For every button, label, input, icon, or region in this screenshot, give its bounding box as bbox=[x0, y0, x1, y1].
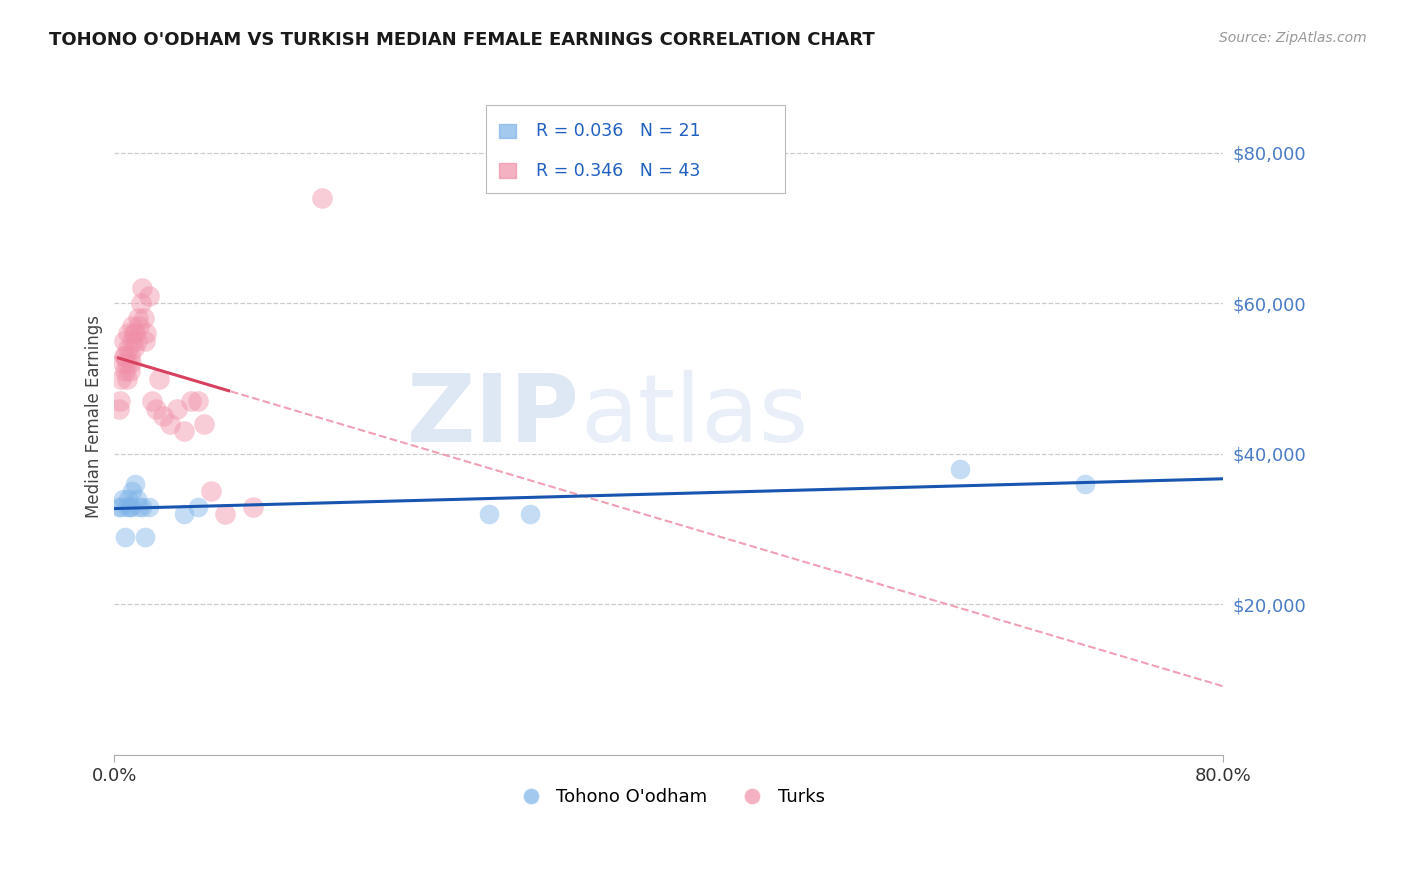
Point bbox=[134, 530, 156, 544]
Point bbox=[115, 371, 138, 385]
Point bbox=[118, 364, 141, 378]
Point bbox=[128, 500, 150, 514]
Point bbox=[145, 401, 167, 416]
Text: R = 0.036   N = 21: R = 0.036 N = 21 bbox=[536, 122, 700, 140]
Point bbox=[519, 507, 541, 521]
Point bbox=[180, 394, 202, 409]
Point bbox=[131, 500, 153, 514]
Point bbox=[200, 484, 222, 499]
Point bbox=[129, 296, 152, 310]
Legend: Tohono O'odham, Turks: Tohono O'odham, Turks bbox=[506, 781, 832, 814]
Point bbox=[159, 417, 181, 431]
Point bbox=[949, 462, 972, 476]
Point bbox=[134, 334, 156, 348]
Point bbox=[117, 326, 139, 341]
Text: atlas: atlas bbox=[581, 370, 808, 462]
Point bbox=[311, 191, 333, 205]
Point bbox=[118, 349, 141, 363]
Point bbox=[1073, 477, 1095, 491]
Point bbox=[128, 318, 150, 333]
Point bbox=[166, 401, 188, 416]
Point bbox=[111, 491, 134, 506]
Point bbox=[141, 394, 163, 409]
Point bbox=[127, 311, 149, 326]
Point bbox=[138, 500, 160, 514]
Point bbox=[114, 364, 136, 378]
Point bbox=[121, 334, 143, 348]
Point bbox=[107, 500, 129, 514]
Point bbox=[107, 401, 129, 416]
Text: TOHONO O'ODHAM VS TURKISH MEDIAN FEMALE EARNINGS CORRELATION CHART: TOHONO O'ODHAM VS TURKISH MEDIAN FEMALE … bbox=[49, 31, 875, 49]
Point bbox=[112, 349, 135, 363]
Point bbox=[118, 500, 141, 514]
Point bbox=[115, 500, 138, 514]
Text: Source: ZipAtlas.com: Source: ZipAtlas.com bbox=[1219, 31, 1367, 45]
Point bbox=[214, 507, 236, 521]
Point bbox=[120, 356, 142, 370]
Point bbox=[110, 371, 132, 385]
Point bbox=[124, 477, 146, 491]
Point bbox=[108, 394, 131, 409]
Point bbox=[242, 500, 264, 514]
Point bbox=[152, 409, 174, 424]
Point bbox=[173, 507, 195, 521]
Point bbox=[135, 326, 157, 341]
Point bbox=[173, 424, 195, 438]
Point bbox=[125, 491, 148, 506]
FancyBboxPatch shape bbox=[486, 104, 785, 193]
Point bbox=[122, 326, 145, 341]
Point bbox=[478, 507, 501, 521]
Point bbox=[187, 394, 209, 409]
Point bbox=[193, 417, 215, 431]
Point bbox=[114, 530, 136, 544]
Point bbox=[131, 281, 153, 295]
Point bbox=[120, 500, 142, 514]
Point bbox=[110, 500, 132, 514]
Point bbox=[187, 500, 209, 514]
Point bbox=[138, 289, 160, 303]
Point bbox=[114, 349, 136, 363]
Point bbox=[115, 356, 138, 370]
FancyBboxPatch shape bbox=[499, 163, 516, 178]
Point bbox=[122, 342, 145, 356]
Point bbox=[125, 334, 148, 348]
Point bbox=[148, 371, 170, 385]
Point bbox=[121, 484, 143, 499]
Point bbox=[124, 326, 146, 341]
Point bbox=[117, 491, 139, 506]
Y-axis label: Median Female Earnings: Median Female Earnings bbox=[86, 315, 103, 517]
FancyBboxPatch shape bbox=[499, 123, 516, 138]
Text: R = 0.346   N = 43: R = 0.346 N = 43 bbox=[536, 161, 700, 179]
Point bbox=[121, 318, 143, 333]
Point bbox=[112, 334, 135, 348]
Point bbox=[132, 311, 155, 326]
Text: ZIP: ZIP bbox=[408, 370, 581, 462]
Point bbox=[111, 356, 134, 370]
Point bbox=[117, 342, 139, 356]
